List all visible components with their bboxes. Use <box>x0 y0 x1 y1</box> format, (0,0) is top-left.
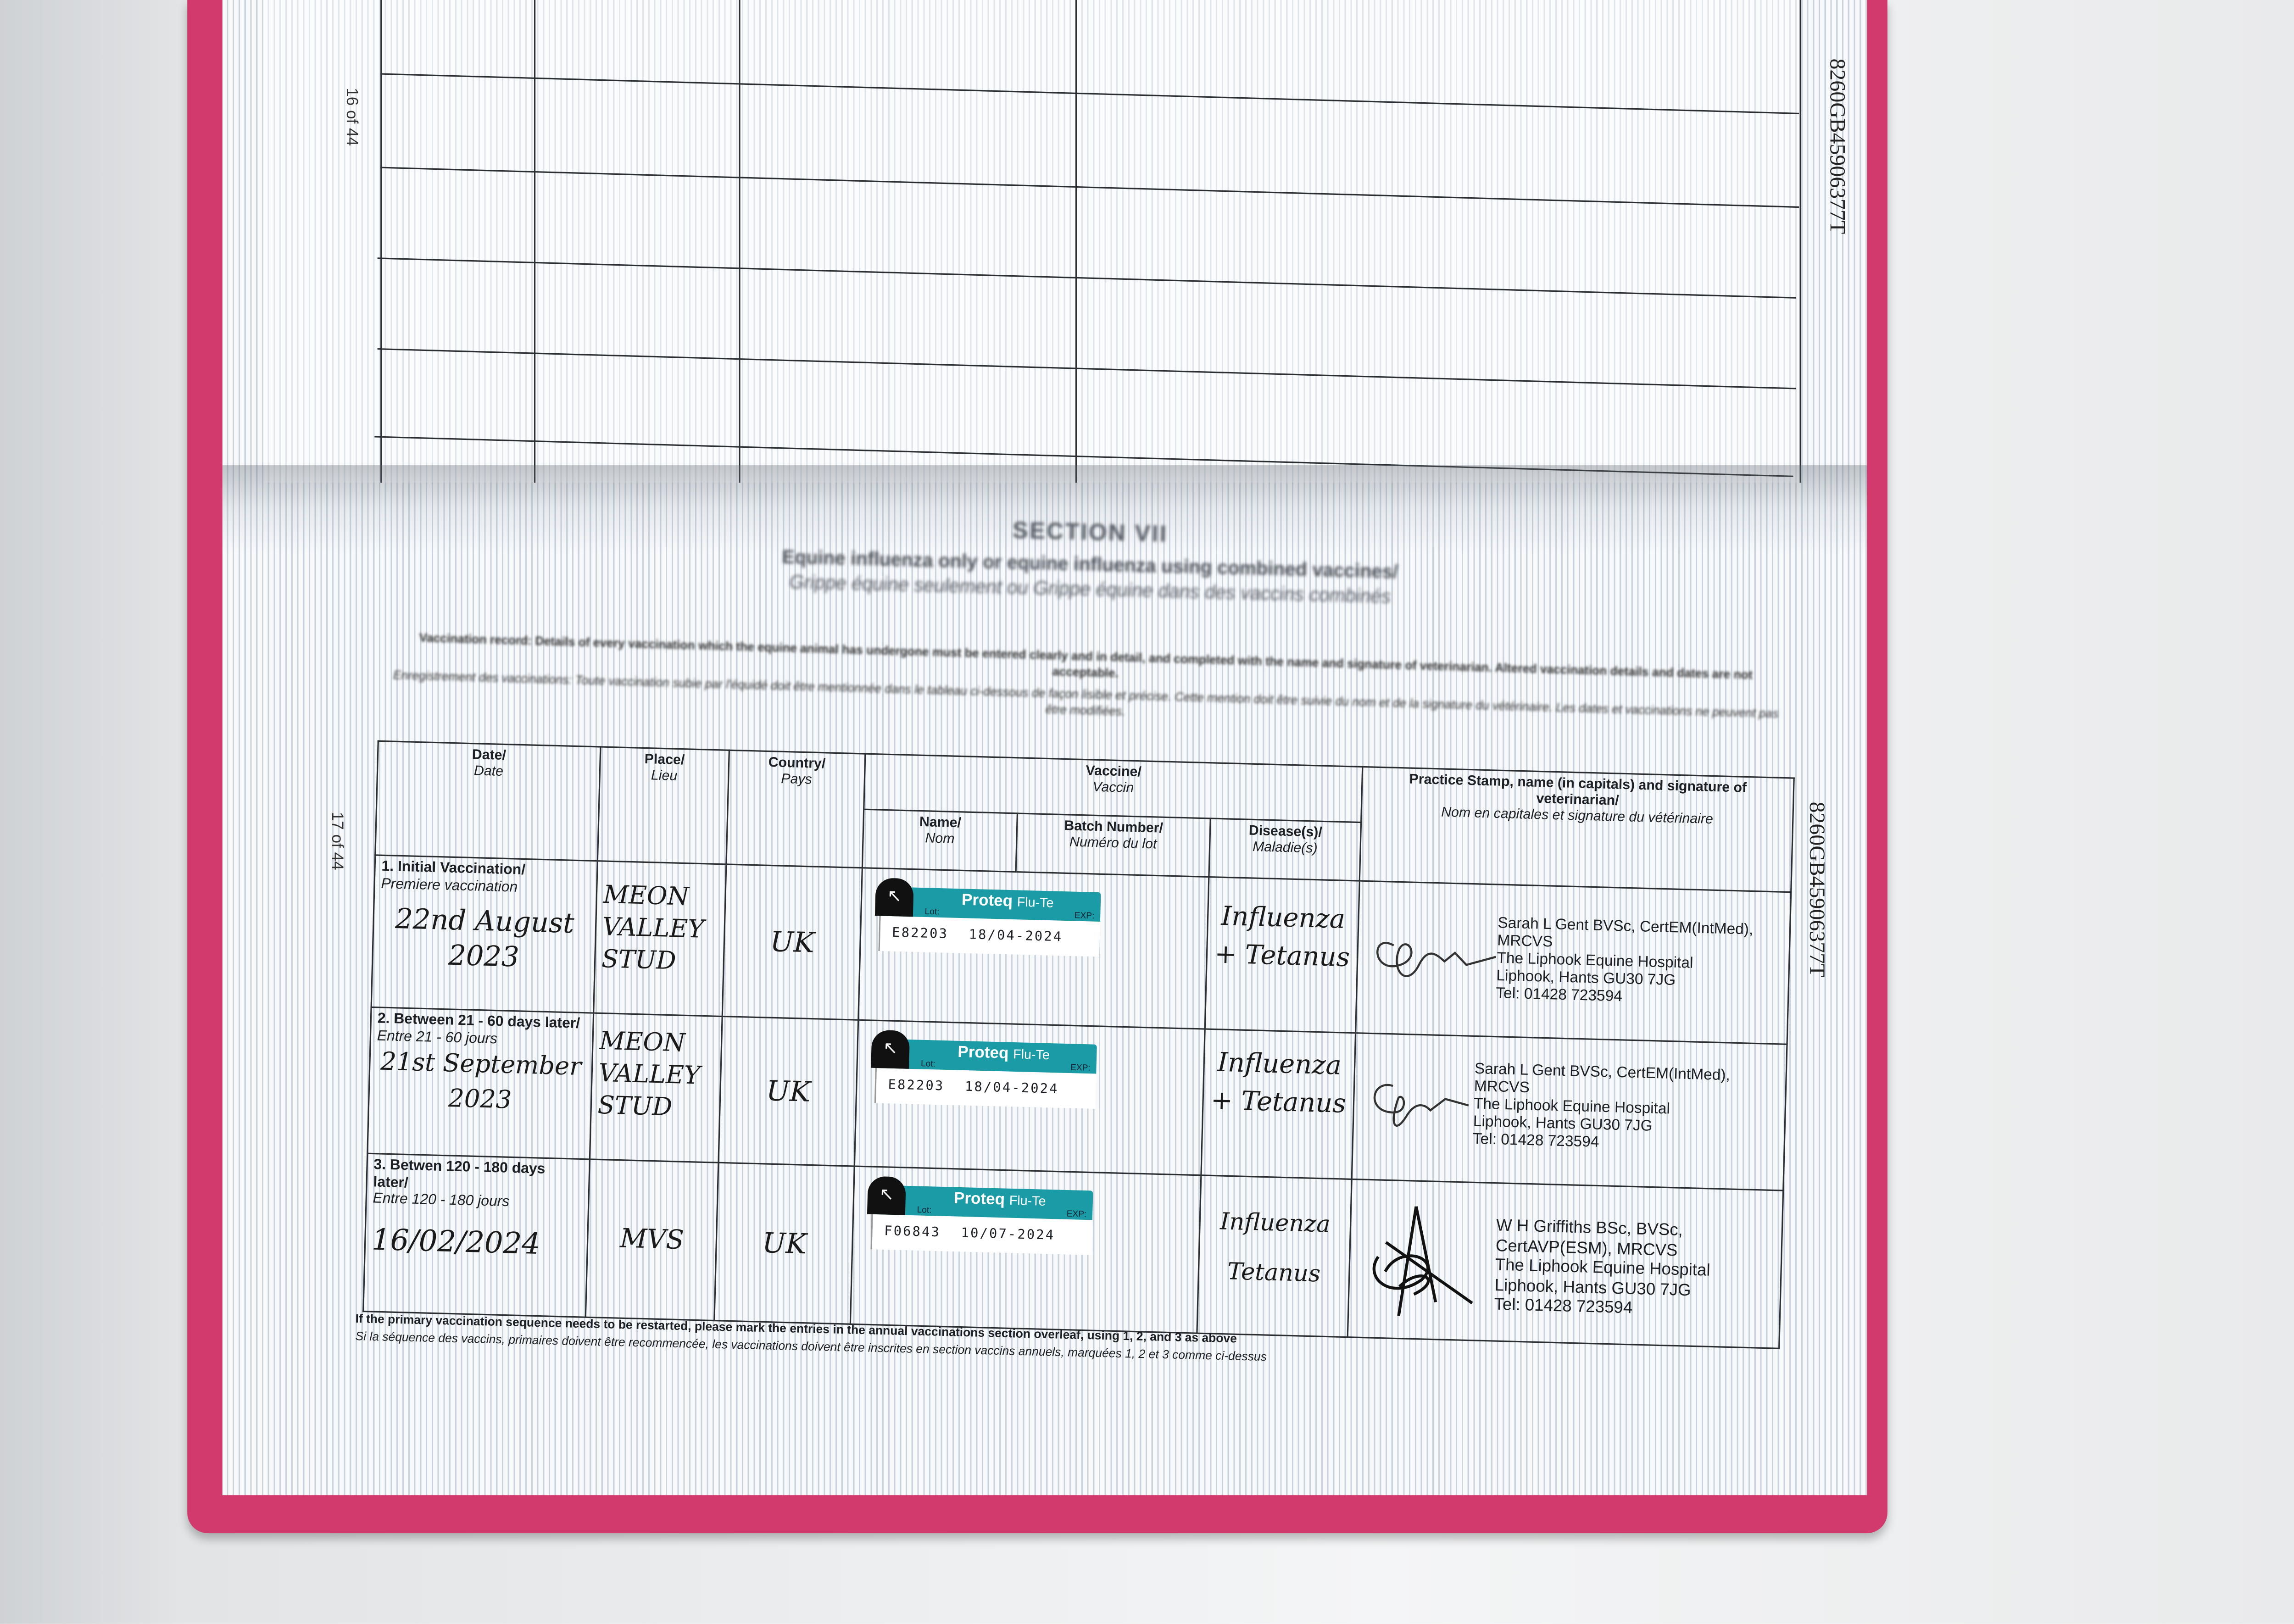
expiry-date: 18/04-2024 <box>969 928 1063 946</box>
table-row: 3. Betwen 120 - 180 days later/Entre 120… <box>363 1153 1783 1349</box>
place-cell: MEON VALLEY STUD <box>590 1013 723 1163</box>
grid-line <box>380 167 1799 208</box>
vaccination-table: Date/Date Place/Lieu Country/Pays Vaccin… <box>362 740 1794 1349</box>
header-place: Place/Lieu <box>597 746 729 864</box>
previous-page-blank-table <box>263 0 1801 483</box>
page-number-upper: 16 of 44 <box>342 88 360 146</box>
signature-image <box>1372 1206 1473 1316</box>
grid-line <box>380 0 382 483</box>
vaccine-label-sticker: ↖ Proteq Flu-Te Lot: EXP: F06843 10/07-2024 <box>850 1166 1201 1334</box>
country-cell: UK <box>718 1016 858 1167</box>
vet-stamp: Sarah L Gent BVSc, CertEM(IntMed), MRCVS… <box>1495 914 1754 1006</box>
vet-stamp: Sarah L Gent BVSc, CertEM(IntMed), MRCVS… <box>1472 1060 1731 1151</box>
place-cell: MEON VALLEY STUD <box>593 861 726 1017</box>
batch-number: E82203 <box>891 926 949 943</box>
vaccine-label-sticker: ↖ Proteq Flu-Te Lot: EXP: E82203 18/04-2024 <box>854 1020 1205 1175</box>
disease-cell: Influenza Tetanus <box>1197 1175 1352 1337</box>
grid-line <box>377 257 1796 299</box>
batch-number: F06843 <box>884 1224 941 1241</box>
practice-cell: Sarah L Gent BVSc, CertEM(IntMed), MRCVS… <box>1352 1033 1787 1191</box>
expiry-date: 18/04-2024 <box>964 1080 1059 1098</box>
batch-number: E82203 <box>888 1078 945 1095</box>
table-row: 1. Initial Vaccination/Premiere vaccinat… <box>371 855 1791 1045</box>
vet-stamp: W H Griffiths BSc, BVSc, CertAVP(ESM), MR… <box>1493 1218 1711 1318</box>
header-name: Name/Nom <box>862 809 1018 872</box>
proteq-logo-icon: ↖ <box>871 1029 910 1069</box>
country-cell: UK <box>722 864 863 1020</box>
header-batch: Batch Number/Numéro du lot <box>1016 813 1211 877</box>
disease-cell: Influenza + Tetanus <box>1201 1029 1356 1179</box>
table-row: 2. Between 21 - 60 days later/Entre 21 -… <box>367 1007 1787 1191</box>
header-country: Country/Pays <box>726 750 865 868</box>
header-disease: Disease(s)/Maladie(s) <box>1208 818 1361 881</box>
header-practice: Practice Stamp, name (in capitals) and s… <box>1359 767 1794 892</box>
passport-number-lower: 8260GB45906377T <box>1804 801 1828 978</box>
grid-line <box>377 348 1796 389</box>
signature-image <box>1376 942 1497 977</box>
header-date: Date/Date <box>375 741 601 861</box>
signature-image <box>1373 1084 1469 1127</box>
grid-line <box>380 73 1799 115</box>
vaccine-label-sticker: ↖ Proteq Flu-Te Lot: EXP: E82203 18/04-2024 <box>858 868 1209 1029</box>
date-cell: 3. Betwen 120 - 180 days later/Entre 120… <box>363 1153 590 1318</box>
date-cell: 1. Initial Vaccination/Premiere vaccinat… <box>371 855 598 1013</box>
page-number-lower: 17 of 44 <box>328 812 345 870</box>
practice-cell: Sarah L Gent BVSc, CertEM(IntMed), MRCVS… <box>1355 881 1791 1045</box>
expiry-date: 10/07-2024 <box>961 1227 1055 1244</box>
passport-number-upper: 8260GB45906377T <box>1824 58 1848 234</box>
grid-line <box>534 0 536 483</box>
grid-line <box>1075 0 1077 483</box>
place-cell: MVS <box>585 1159 718 1321</box>
grid-line <box>1799 0 1801 483</box>
disease-cell: Influenza + Tetanus <box>1205 877 1360 1033</box>
country-cell: UK <box>714 1162 855 1324</box>
proteq-logo-icon: ↖ <box>867 1176 906 1215</box>
proteq-logo-icon: ↖ <box>874 878 914 917</box>
page-fold-shadow <box>222 465 1867 553</box>
grid-line <box>739 0 741 483</box>
date-cell: 2. Between 21 - 60 days later/Entre 21 -… <box>367 1007 594 1159</box>
practice-cell: W H Griffiths BSc, BVSc, CertAVP(ESM), MR… <box>1347 1179 1783 1349</box>
